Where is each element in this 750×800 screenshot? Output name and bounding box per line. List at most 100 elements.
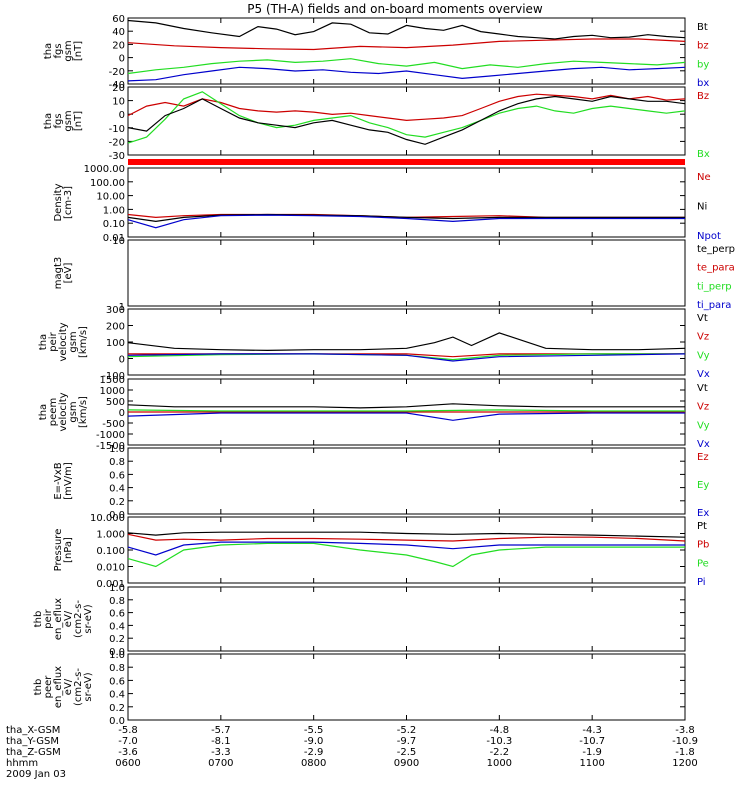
- y-tick-label: 1.000: [96, 530, 125, 541]
- ephemeris-value: -10.9: [672, 736, 698, 747]
- panel-1: 20 10 0 -10 -20 -30 tha fgs gsm [nT] Bz Bx: [43, 83, 710, 162]
- series-line-bz: [127, 93, 686, 122]
- series-line-vy: [127, 409, 685, 412]
- y-tick-label: 20: [112, 83, 125, 94]
- y-tick-label: 0.001: [96, 579, 125, 590]
- y-tick-label: 10: [112, 97, 125, 108]
- ephemeris-value: 0600: [115, 758, 140, 769]
- y-tick-label: -10: [109, 124, 125, 135]
- series-line-vx: [127, 353, 686, 362]
- series-line-bx: [127, 91, 686, 144]
- y-tick-label: 300: [106, 305, 125, 316]
- legend-label: ti_para: [697, 300, 731, 311]
- series-line-bx: [127, 66, 686, 82]
- y-axis-label: velocity: [58, 392, 69, 431]
- series-line-vt: [127, 403, 685, 409]
- ephemeris-value: -2.2: [490, 747, 510, 758]
- legend-label: Npot: [697, 231, 721, 242]
- y-axis-label: sr-eV): [83, 604, 94, 633]
- y-tick-label: 1: [119, 302, 125, 313]
- y-tick-label: 0.2: [109, 703, 125, 714]
- legend-label: bx: [697, 78, 709, 89]
- legend-label: Vz: [697, 332, 709, 343]
- ephemeris-value: -10.3: [486, 736, 512, 747]
- ephemeris-value: -5.2: [397, 725, 417, 736]
- panel-3: 10 1 magt3 [eV] te_perp te_para ti_perp ti_para: [53, 236, 735, 313]
- panel-frame: [127, 167, 686, 238]
- series-line-ni: [127, 213, 685, 223]
- panel-7: 10.000 1.000 0.100 0.010 0.001 Pressure [nPa] P…: [53, 513, 709, 590]
- y-axis-label: en_eflux: [53, 598, 64, 640]
- y-tick-label: 0: [119, 110, 125, 121]
- y-axis-label: peir: [48, 331, 59, 351]
- ephemeris-value: -9.7: [397, 736, 417, 747]
- legend-label: Ez: [697, 452, 709, 463]
- y-axis-label: peem: [48, 398, 59, 426]
- panel-4: 300 200 100 0 -100 tha peir velocity gsm [km/s] Vt…: [38, 305, 710, 382]
- y-axis-label: [nT]: [73, 111, 84, 131]
- legend-label: Pe: [697, 558, 709, 569]
- y-axis-label: [nPa]: [63, 537, 74, 563]
- ephemeris-value: -8.1: [211, 736, 231, 747]
- y-axis-label: tha: [43, 43, 54, 59]
- ephemeris-value: -4.8: [490, 725, 510, 736]
- legend-label: te_perp: [697, 244, 735, 255]
- ephemeris-row-label: tha_Z-GSM: [6, 747, 61, 758]
- y-tick-label: 0.0: [109, 716, 125, 727]
- y-tick-label: 200: [106, 322, 125, 333]
- y-tick-label: 0.010: [96, 563, 125, 574]
- y-tick-label: 0.2: [109, 634, 125, 645]
- date-label: 2009 Jan 03: [6, 769, 66, 780]
- y-tick-label: -30: [109, 151, 125, 162]
- legend-label: te_para: [697, 263, 735, 274]
- legend-label: Vx: [697, 439, 710, 450]
- y-tick-label: 500: [106, 397, 125, 408]
- y-tick-label: 0.6: [109, 470, 125, 481]
- panel-2: 1000.00 100.00 10.00 1.00 0.10 0.01 Density [cm…: [53, 164, 721, 244]
- y-tick-label: 100: [106, 338, 125, 349]
- series-line-pb: [127, 533, 686, 542]
- y-axis-label: thb: [33, 611, 44, 628]
- panel-frame: [127, 516, 686, 584]
- ephemeris-value: -7.0: [118, 736, 138, 747]
- y-axis-label: (cm2-s-: [73, 600, 84, 638]
- legend-label: ti_perp: [697, 281, 732, 292]
- y-tick-label: 0.100: [96, 546, 125, 557]
- series-line-pi: [127, 541, 685, 556]
- y-tick-label: -1000: [96, 430, 125, 441]
- legend-label: Vt: [697, 313, 708, 324]
- y-tick-label: -100: [102, 371, 125, 382]
- series-line-pt: [127, 531, 686, 538]
- ephemeris-value: -3.8: [675, 725, 695, 736]
- y-tick-label: 0.8: [109, 596, 125, 607]
- y-axis-label: Pressure: [53, 529, 64, 572]
- y-tick-label: 0: [119, 355, 125, 366]
- y-tick-label: 1000.00: [84, 164, 125, 175]
- y-axis-label: Density: [53, 183, 64, 221]
- y-tick-label: 10: [112, 236, 125, 247]
- panel-frame: [127, 308, 686, 376]
- y-axis-label: peer: [43, 675, 54, 699]
- panel-frame: [127, 239, 686, 307]
- y-axis-label: velocity: [58, 322, 69, 361]
- y-axis-label: fgs: [53, 43, 64, 58]
- y-axis-label: tha: [38, 404, 49, 420]
- y-tick-label: 0.01: [103, 233, 125, 244]
- legend-label: Bx: [697, 149, 710, 160]
- ephemeris-value: -5.7: [211, 725, 231, 736]
- ephemeris-row-label: tha_Y-GSM: [6, 736, 59, 747]
- ephemeris-value: -5.5: [304, 725, 324, 736]
- panel-frame: [127, 17, 686, 85]
- legend-label: Bz: [697, 91, 709, 102]
- ephemeris-value: -5.8: [118, 725, 138, 736]
- series-line-pe: [127, 542, 685, 568]
- y-tick-label: 0.8: [109, 663, 125, 674]
- y-tick-label: -1500: [96, 441, 125, 452]
- y-axis-label: sr-eV): [83, 672, 94, 701]
- ephemeris-value: 1000: [487, 758, 512, 769]
- ephemeris-value: 1200: [672, 758, 697, 769]
- ephemeris-value: 0800: [301, 758, 326, 769]
- y-tick-label: 0.0: [109, 510, 125, 521]
- y-axis-label: gsm: [68, 401, 79, 422]
